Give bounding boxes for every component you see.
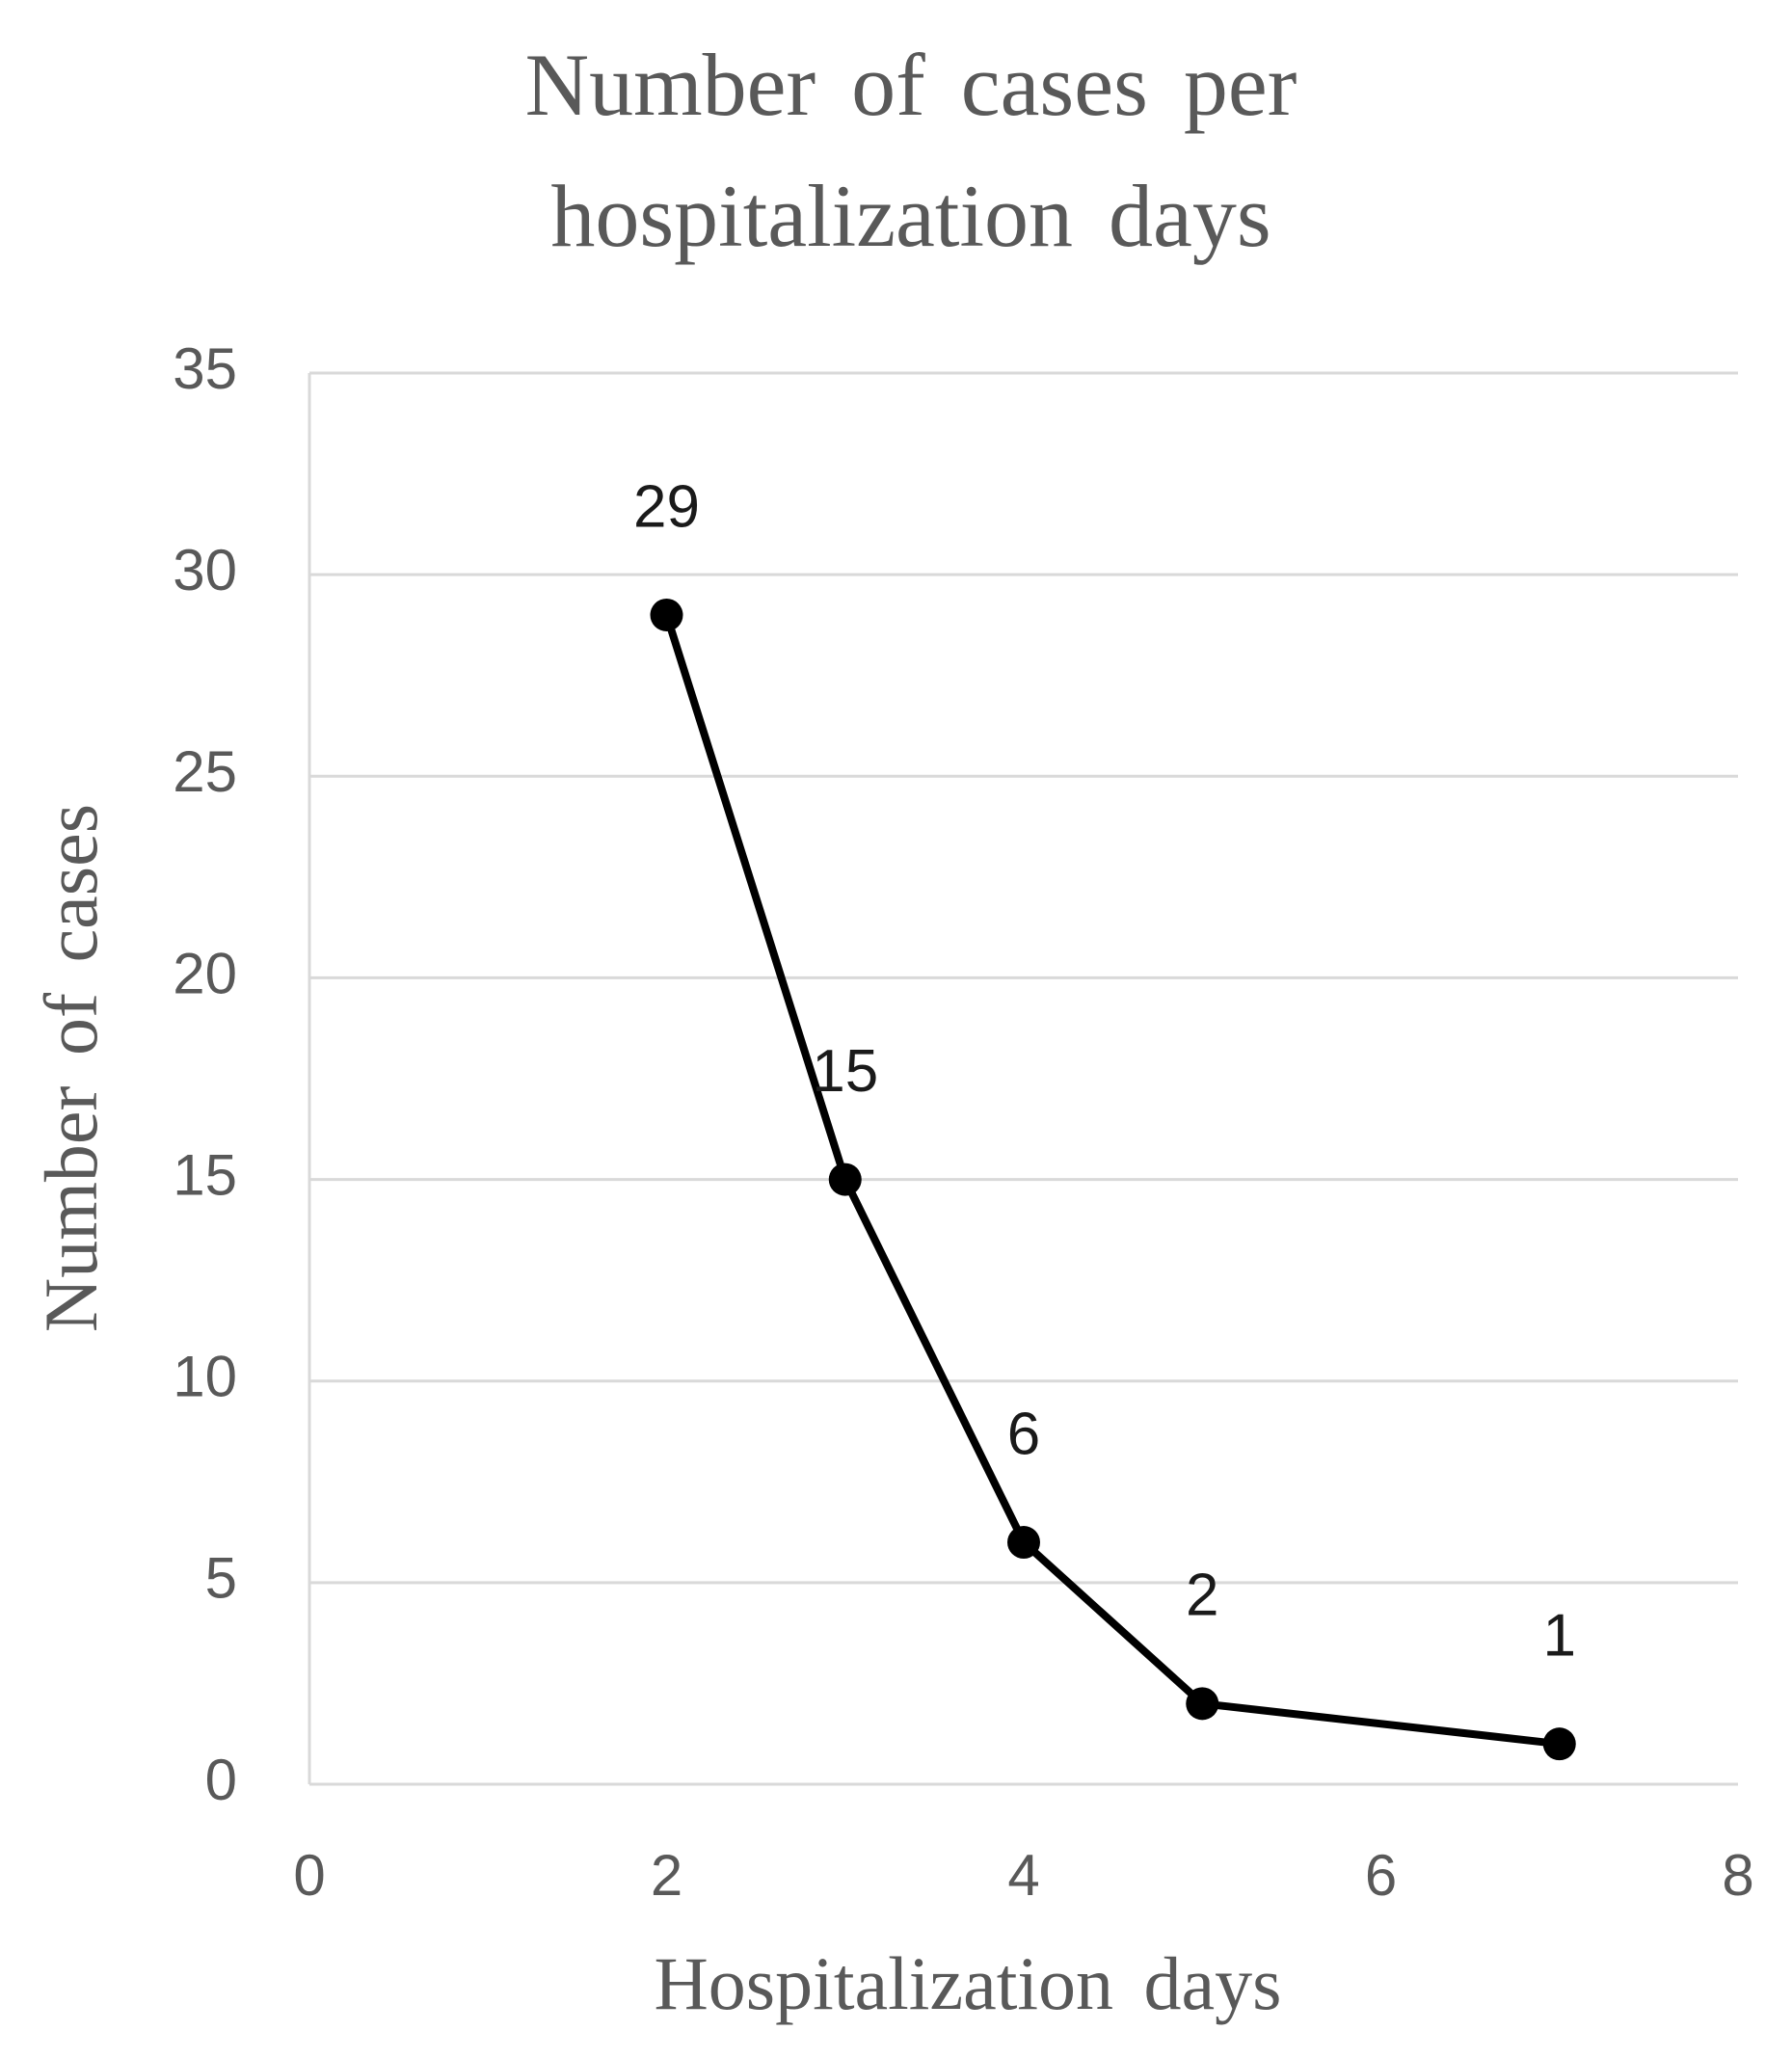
x-axis-title: Hospitalization days [654,1941,1281,2025]
y-tick-label: 30 [173,538,237,602]
chart-title: Number of cases per hospitalization days [524,36,1297,265]
data-label: 15 [812,1038,878,1105]
y-tick-label: 25 [173,739,237,804]
y-tick-label: 10 [173,1345,237,1409]
data-point [828,1163,862,1196]
y-axis-title: Number of cases [29,804,113,1332]
data-label: 2 [1186,1563,1218,1629]
data-label: 1 [1543,1603,1576,1670]
x-tick-label: 0 [293,1843,325,1908]
data-label: 6 [1007,1401,1040,1467]
data-point [650,598,683,631]
x-tick-label: 6 [1365,1843,1397,1908]
x-tick-label: 2 [651,1843,682,1908]
y-tick-label: 15 [173,1142,237,1207]
data-point [1186,1687,1219,1721]
data-label: 29 [633,473,700,540]
data-point [1007,1526,1040,1560]
y-tick-label: 20 [173,941,237,1005]
y-tick-label: 0 [205,1748,237,1812]
x-tick-label: 8 [1722,1843,1753,1908]
data-point [1542,1727,1576,1761]
x-tick-label: 4 [1007,1843,1039,1908]
y-tick-label: 35 [173,336,237,401]
y-tick-label: 5 [205,1546,237,1611]
